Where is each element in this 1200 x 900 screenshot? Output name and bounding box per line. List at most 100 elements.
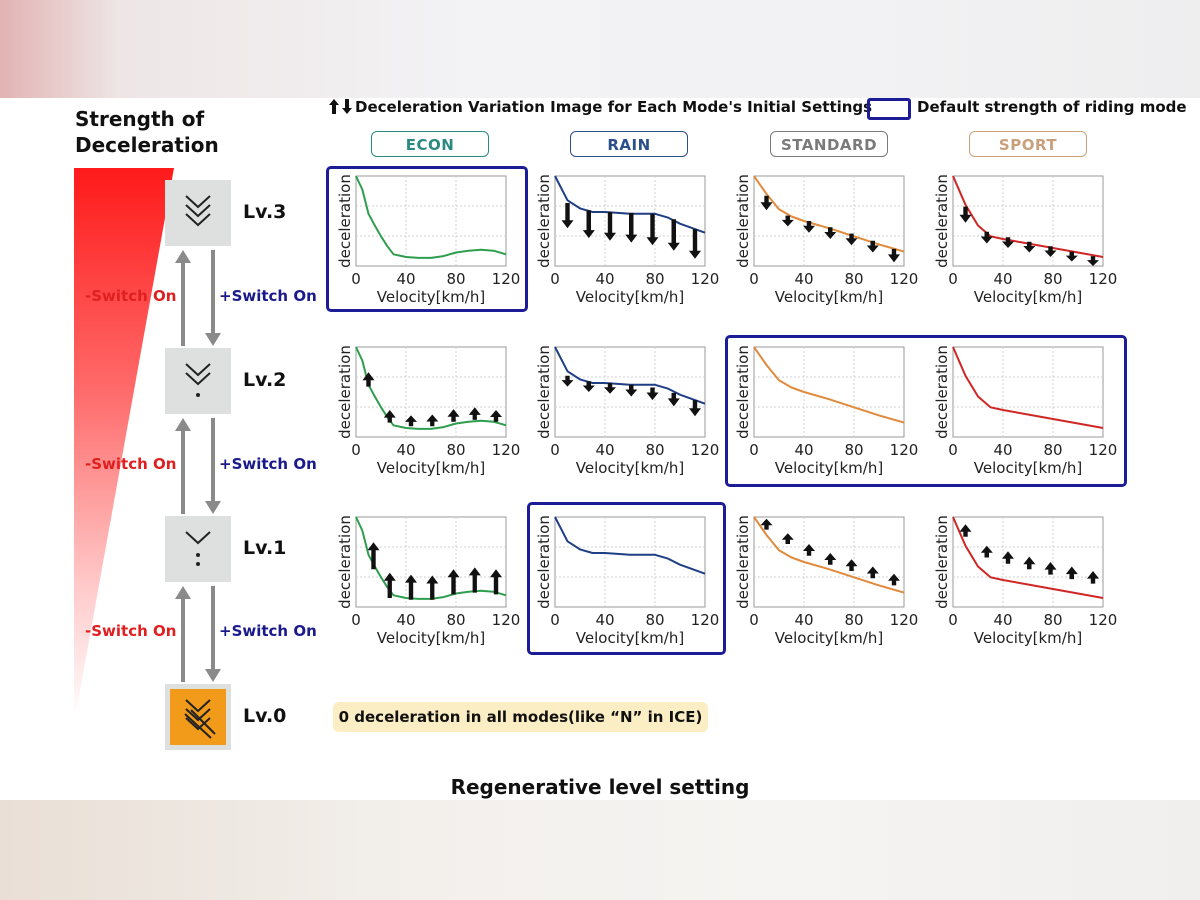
chart-panel-lv3-standard: 0 40 80 120 Velocity[km/h] deceleration bbox=[734, 174, 918, 306]
variation-down-arrow bbox=[1065, 251, 1078, 262]
x-tick-label: 120 bbox=[1089, 611, 1118, 629]
y-axis-label: deceleration bbox=[734, 174, 752, 268]
variation-down-arrow bbox=[980, 231, 993, 244]
x-tick-label: 120 bbox=[691, 441, 720, 459]
variation-up-arrow bbox=[405, 574, 417, 600]
variation-up-arrow bbox=[468, 407, 481, 420]
variation-down-arrow bbox=[824, 227, 837, 239]
x-tick-label: 40 bbox=[993, 441, 1012, 459]
plot-area bbox=[753, 346, 905, 438]
plot-area bbox=[355, 346, 507, 438]
y-axis-label: deceleration bbox=[535, 174, 553, 268]
variation-up-arrow bbox=[824, 553, 837, 565]
mode-tab-rain: RAIN bbox=[570, 131, 688, 157]
legend-default-text: Default strength of riding mode bbox=[917, 98, 1187, 116]
plot-area bbox=[355, 175, 507, 267]
x-tick-label: 0 bbox=[351, 441, 361, 459]
x-tick-label: 0 bbox=[351, 611, 361, 629]
x-axis-label: Velocity[km/h] bbox=[775, 459, 883, 477]
y-axis-label: deceleration bbox=[734, 515, 752, 609]
x-tick-label: 40 bbox=[794, 441, 813, 459]
down-arrow-icon bbox=[205, 250, 221, 346]
plot-area bbox=[554, 516, 706, 608]
x-tick-label: 80 bbox=[1043, 441, 1062, 459]
variation-down-arrow bbox=[888, 248, 900, 263]
x-axis-label: Velocity[km/h] bbox=[974, 629, 1082, 647]
variation-up-arrow bbox=[845, 559, 858, 571]
x-tick-label: 40 bbox=[396, 441, 415, 459]
y-axis-label: deceleration bbox=[535, 345, 553, 439]
variation-up-arrow bbox=[447, 569, 460, 595]
variation-up-arrow bbox=[447, 409, 460, 422]
variation-up-arrow bbox=[1044, 562, 1057, 575]
x-tick-label: 120 bbox=[492, 611, 521, 629]
lv3-label: Lv.3 bbox=[243, 201, 287, 223]
plus-switch-label: +Switch On bbox=[219, 287, 317, 305]
x-tick-label: 120 bbox=[890, 270, 919, 288]
down-arrow-icon bbox=[205, 586, 221, 682]
x-tick-label: 40 bbox=[396, 270, 415, 288]
x-tick-label: 80 bbox=[446, 441, 465, 459]
x-tick-label: 40 bbox=[794, 611, 813, 629]
x-axis-label: Velocity[km/h] bbox=[576, 288, 684, 306]
variation-down-arrow bbox=[689, 400, 701, 417]
x-tick-label: 40 bbox=[993, 270, 1012, 288]
variation-down-arrow bbox=[625, 384, 638, 397]
chart-panel-lv1-standard: 0 40 80 120 Velocity[km/h] deceleration bbox=[734, 515, 918, 647]
x-tick-label: 80 bbox=[844, 270, 863, 288]
x-tick-label: 80 bbox=[844, 441, 863, 459]
chart-panel-lv2-sport: 0 40 80 120 Velocity[km/h] deceleration bbox=[933, 345, 1117, 477]
variation-down-arrow bbox=[582, 381, 595, 392]
x-tick-label: 120 bbox=[492, 441, 521, 459]
x-tick-label: 80 bbox=[1043, 611, 1062, 629]
variation-down-arrow bbox=[604, 212, 616, 241]
x-tick-label: 120 bbox=[890, 611, 919, 629]
variation-down-arrow bbox=[803, 221, 815, 233]
series-line-sport bbox=[952, 175, 1104, 258]
x-axis-label: Velocity[km/h] bbox=[377, 629, 485, 647]
header-band bbox=[0, 0, 1200, 98]
x-tick-label: 80 bbox=[1043, 270, 1062, 288]
x-tick-label: 0 bbox=[749, 270, 759, 288]
series-line-rain bbox=[554, 516, 706, 575]
double-chevron-dot-icon bbox=[185, 363, 211, 397]
lv2-icon-box bbox=[165, 348, 231, 414]
strength-title-line1: Strength of bbox=[75, 107, 205, 131]
x-tick-label: 80 bbox=[446, 270, 465, 288]
series-line-standard bbox=[753, 346, 905, 424]
variation-up-arrow bbox=[383, 572, 396, 598]
up-arrow-icon bbox=[175, 250, 191, 346]
series-line-econ bbox=[355, 346, 507, 430]
x-tick-label: 0 bbox=[550, 441, 560, 459]
plus-switch-label: +Switch On bbox=[219, 622, 317, 640]
variation-down-arrow bbox=[689, 229, 701, 259]
mode-tab-sport: SPORT bbox=[969, 131, 1087, 157]
legend-arrows-text: Deceleration Variation Image for Each Mo… bbox=[355, 98, 873, 116]
minus-switch-label: -Switch On bbox=[85, 622, 177, 640]
down-arrow-icon bbox=[205, 418, 221, 514]
variation-up-arrow bbox=[959, 524, 972, 537]
x-axis-label: Velocity[km/h] bbox=[576, 629, 684, 647]
x-tick-label: 120 bbox=[691, 270, 720, 288]
x-axis-label: Velocity[km/h] bbox=[974, 459, 1082, 477]
variation-up-arrow bbox=[426, 414, 439, 427]
variation-up-arrow bbox=[803, 544, 815, 556]
variation-up-arrow bbox=[866, 566, 879, 579]
variation-up-arrow bbox=[383, 410, 396, 423]
lv0-label: Lv.0 bbox=[243, 705, 287, 727]
y-axis-label: deceleration bbox=[734, 345, 752, 439]
variation-down-arrow bbox=[604, 383, 616, 394]
variation-up-arrow bbox=[1002, 551, 1014, 564]
variation-down-arrow bbox=[561, 203, 574, 229]
x-tick-label: 120 bbox=[1089, 441, 1118, 459]
variation-down-arrow bbox=[781, 215, 794, 227]
lv3-icon-box bbox=[165, 180, 231, 246]
variation-up-arrow bbox=[367, 542, 380, 570]
y-axis-label: deceleration bbox=[336, 345, 354, 439]
x-tick-label: 120 bbox=[1089, 270, 1118, 288]
x-tick-label: 40 bbox=[396, 611, 415, 629]
y-axis-label: deceleration bbox=[535, 515, 553, 609]
variation-up-arrow bbox=[760, 518, 773, 530]
variation-down-arrow bbox=[1002, 237, 1014, 248]
minus-switch-label: -Switch On bbox=[85, 455, 177, 473]
